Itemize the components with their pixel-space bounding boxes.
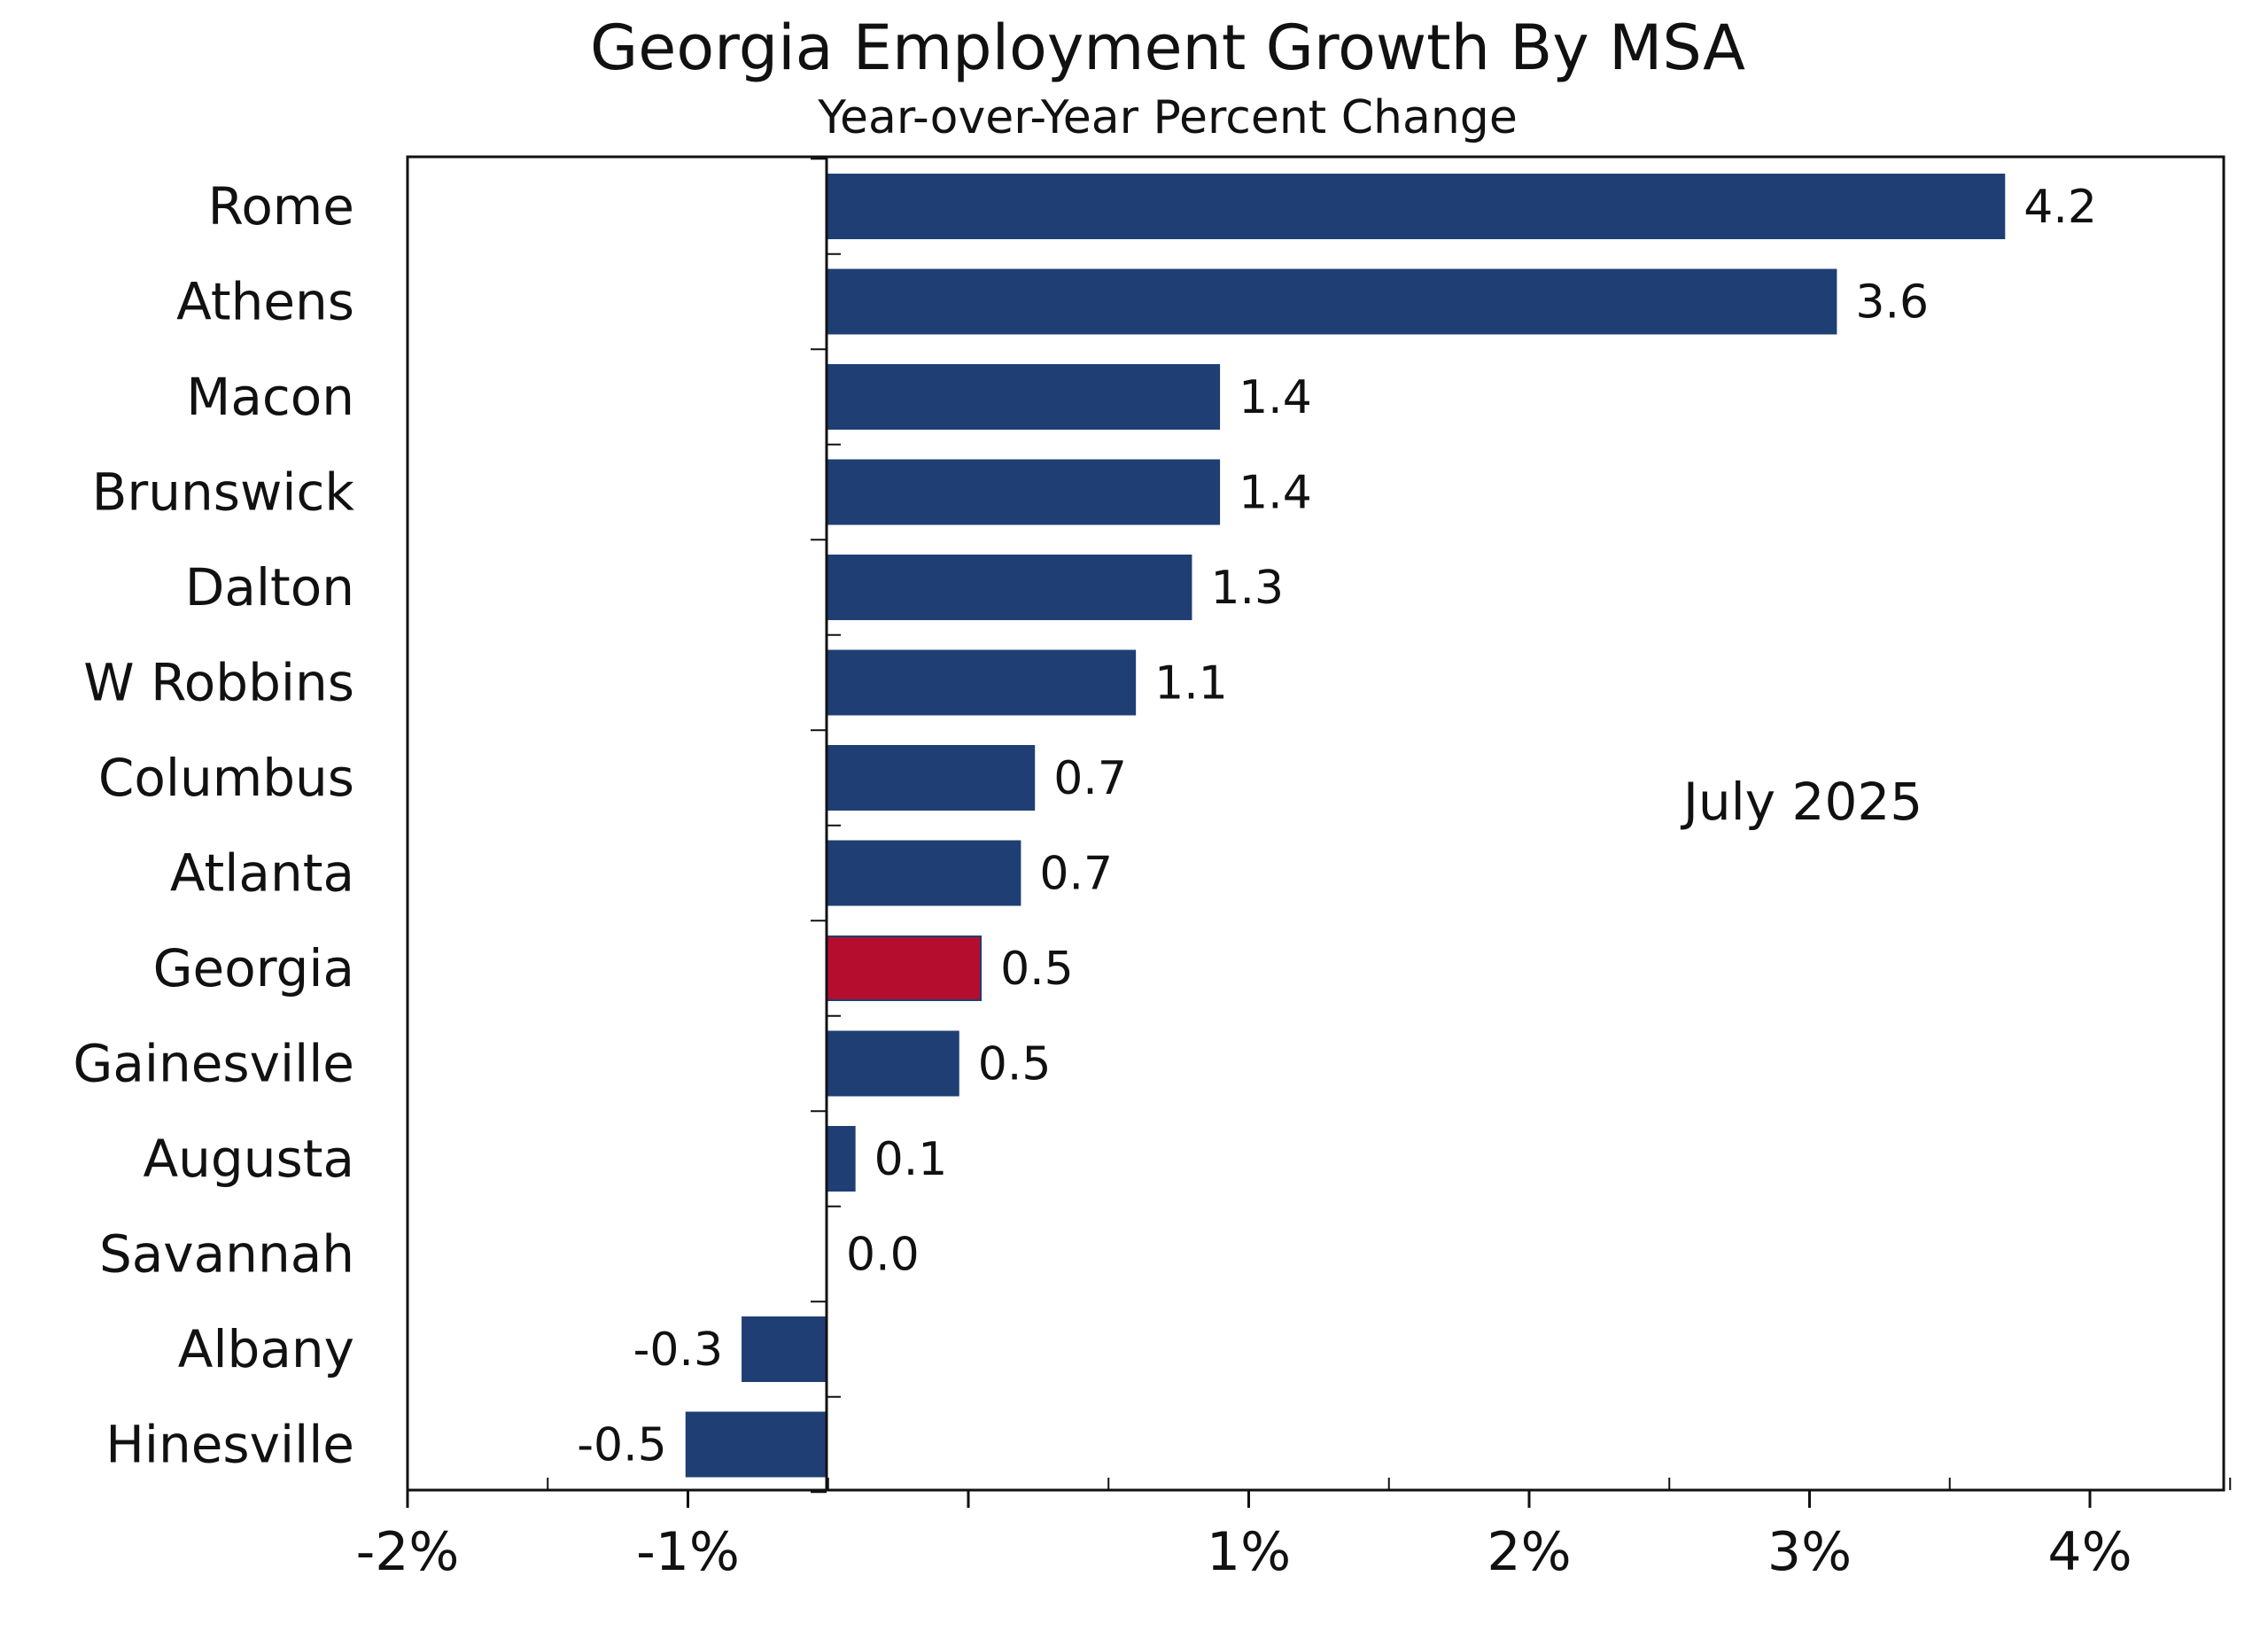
date-annotation: July 2025 — [1681, 772, 1922, 832]
bar-w-robbins — [826, 649, 1137, 716]
bar-augusta — [826, 1126, 856, 1192]
data-label: 0.5 — [1000, 943, 1074, 996]
bar-rome — [826, 174, 2006, 239]
category-label: Athens — [176, 272, 354, 332]
bar-columbus — [826, 745, 1036, 811]
data-label: 1.3 — [1210, 562, 1284, 615]
x-tick-label: -1% — [636, 1521, 740, 1583]
category-label: Augusta — [143, 1129, 354, 1189]
data-label: 0.1 — [874, 1133, 948, 1186]
bar-georgia — [826, 936, 983, 1001]
category-label: Brunswick — [92, 462, 355, 523]
bar-hinesville — [685, 1411, 827, 1478]
category-label: Savannah — [99, 1224, 354, 1285]
data-label: 0.7 — [1053, 752, 1127, 805]
category-label: Macon — [186, 367, 354, 427]
x-tick-label: -2% — [356, 1521, 460, 1583]
data-label: 0.5 — [978, 1038, 1052, 1091]
bar-atlanta — [826, 840, 1021, 906]
bar-athens — [826, 268, 1837, 335]
category-label: W Robbins — [83, 653, 354, 713]
chart-title: Georgia Employment Growth By MSA — [590, 12, 1745, 84]
category-label: Hinesville — [105, 1415, 354, 1475]
category-label: Albany — [178, 1319, 354, 1379]
category-label: Dalton — [185, 557, 354, 617]
category-label: Gainesville — [73, 1034, 354, 1094]
chart-subtitle: Year-over-Year Percent Change — [817, 91, 1518, 144]
bar-gainesville — [826, 1030, 959, 1097]
data-label: 3.6 — [1855, 276, 1929, 330]
plot-frame — [406, 155, 2225, 1492]
category-label: Columbus — [98, 748, 354, 808]
category-label: Atlanta — [170, 843, 354, 904]
data-label: -0.3 — [633, 1324, 723, 1377]
bar-albany — [742, 1316, 827, 1382]
category-label: Rome — [208, 176, 354, 237]
x-tick-label: 3% — [1767, 1521, 1852, 1583]
category-label: Georgia — [153, 938, 354, 998]
data-label: 0.0 — [846, 1229, 920, 1282]
data-label: 0.7 — [1039, 848, 1113, 901]
data-label: 1.1 — [1154, 657, 1228, 710]
data-label: -0.5 — [577, 1419, 666, 1472]
x-tick-label: 2% — [1487, 1521, 1571, 1583]
bar-macon — [826, 364, 1221, 430]
data-label: 1.4 — [1239, 371, 1312, 424]
x-tick-label: 4% — [2047, 1521, 2132, 1583]
x-tick-label: 1% — [1207, 1521, 1291, 1583]
plot-area: Rome 4.2 Athens 3.6 Macon 1.4 Brunswick 1.4 Dalt… — [73, 155, 2232, 1583]
data-label: 1.4 — [1239, 467, 1312, 520]
bar-brunswick — [826, 459, 1221, 525]
bar-dalton — [826, 555, 1192, 620]
data-label: 4.2 — [2023, 181, 2097, 234]
